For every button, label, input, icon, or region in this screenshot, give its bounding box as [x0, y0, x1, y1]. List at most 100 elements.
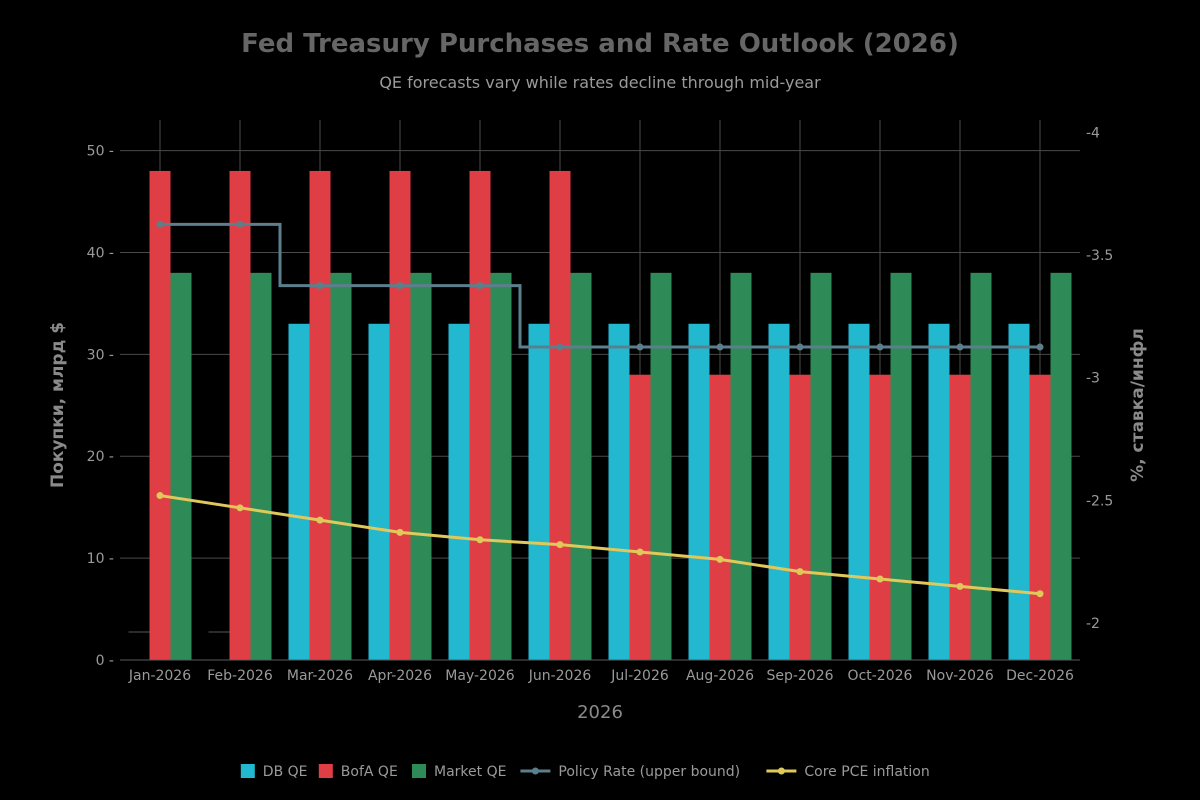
bar-market-qe: [250, 272, 272, 660]
bar-market-qe: [330, 272, 352, 660]
line-core-pce-inflation: [159, 494, 1041, 596]
y-tick-label: 40 -: [87, 245, 114, 261]
legend-swatch-db-qe: [240, 764, 255, 778]
bar-db-qe: [528, 323, 550, 660]
bar-db-qe: [1008, 323, 1030, 660]
point-policy-rate-upper-bound-: [156, 220, 164, 228]
point-core-pce-inflation: [796, 568, 804, 576]
point-policy-rate-upper-bound-: [636, 343, 644, 351]
bar-market-qe: [730, 272, 752, 660]
point-core-pce-inflation: [956, 582, 964, 590]
bar-market-qe: [570, 272, 592, 660]
point-policy-rate-upper-bound-: [716, 343, 724, 351]
legend-label-core-pce-inflation: Core PCE inflation: [804, 764, 929, 780]
point-policy-rate-upper-bound-: [796, 343, 804, 351]
point-policy-rate-upper-bound-: [396, 282, 404, 290]
x-tick-label: Feb-2026: [207, 668, 273, 684]
legend-label-market-qe: Market QE: [434, 764, 506, 780]
y-tick-label: 20 -: [87, 449, 114, 465]
legend-swatch-market-qe: [412, 764, 426, 778]
legend-marker-core-pce-inflation: [777, 767, 785, 775]
x-tick-label: May-2026: [445, 668, 514, 684]
bar-bofa-qe: [549, 170, 571, 660]
point-core-pce-inflation: [716, 555, 724, 563]
point-core-pce-inflation: [1036, 590, 1044, 598]
y2-tick-label: -3: [1086, 371, 1100, 387]
bar-bofa-qe: [709, 374, 731, 660]
x-tick-label: Dec-2026: [1006, 668, 1074, 684]
y-tick-label: 10 -: [87, 551, 114, 567]
legend: DB QE BofA QE Market QE Policy Rate (upper …: [240, 764, 930, 780]
legend-label-policy-rate-upper-bound-: Policy Rate (upper bound): [558, 764, 740, 780]
y2-tick-label: -3.5: [1086, 248, 1113, 264]
legend-swatch-bofa-qe: [318, 764, 333, 778]
bar-db-qe: [928, 323, 950, 660]
bar-market-qe: [1050, 272, 1072, 660]
point-policy-rate-upper-bound-: [556, 343, 564, 351]
chart-title: Fed Treasury Purchases and Rate Outlook …: [241, 29, 959, 59]
y2-tick-label: -2: [1086, 616, 1100, 632]
bar-market-qe: [410, 272, 432, 660]
legend-marker-policy-rate-upper-bound-: [531, 767, 539, 775]
point-core-pce-inflation: [556, 541, 564, 549]
bar-bofa-qe: [869, 374, 891, 660]
point-policy-rate-upper-bound-: [876, 343, 884, 351]
bar-db-qe: [688, 323, 710, 660]
point-core-pce-inflation: [876, 575, 884, 583]
y2-tick-label: -2.5: [1086, 493, 1113, 509]
y-tick-label: 30 -: [87, 347, 114, 363]
bar-market-qe: [490, 272, 512, 660]
chart-subtitle: QE forecasts vary while rates decline th…: [379, 73, 821, 92]
point-core-pce-inflation: [636, 548, 644, 556]
y-tick-label: 50 -: [87, 144, 114, 160]
point-policy-rate-upper-bound-: [316, 282, 324, 290]
bar-market-qe: [810, 272, 832, 660]
bars-layer: [128, 170, 1072, 660]
bar-db-qe: [288, 323, 310, 660]
x-axis-title: 2026: [577, 702, 623, 723]
x-tick-label: Oct-2026: [848, 668, 913, 684]
bar-bofa-qe: [389, 170, 411, 660]
bar-market-qe: [970, 272, 992, 660]
lines-layer: [156, 220, 1044, 598]
x-tick-label: Apr-2026: [368, 668, 432, 684]
x-tick-label: Mar-2026: [287, 668, 353, 684]
bar-db-qe: [768, 323, 790, 660]
x-tick-label: Nov-2026: [926, 668, 994, 684]
bar-bofa-qe: [789, 374, 811, 660]
y2-axis-title: %, ставка/инфл: [1128, 328, 1148, 482]
bar-bofa-qe: [469, 170, 491, 660]
bar-bofa-qe: [149, 170, 171, 660]
bar-bofa-qe: [309, 170, 331, 660]
point-core-pce-inflation: [316, 516, 324, 524]
x-tick-label: Jan-2026: [128, 668, 191, 684]
bar-db-qe: [608, 323, 630, 660]
point-core-pce-inflation: [476, 536, 484, 544]
point-policy-rate-upper-bound-: [476, 282, 484, 290]
y-tick-label: 0 -: [96, 653, 114, 669]
bar-market-qe: [170, 272, 192, 660]
x-tick-label: Sep-2026: [766, 668, 833, 684]
point-policy-rate-upper-bound-: [956, 343, 964, 351]
bar-market-qe: [890, 272, 912, 660]
point-core-pce-inflation: [236, 504, 244, 512]
y2-tick-label: -4: [1086, 125, 1100, 141]
bar-bofa-qe: [229, 170, 251, 660]
bar-db-qe: [368, 323, 390, 660]
point-policy-rate-upper-bound-: [1036, 343, 1044, 351]
legend-label-bofa-qe: BofA QE: [341, 764, 398, 780]
bar-bofa-qe: [949, 374, 971, 660]
bar-db-qe: [448, 323, 470, 660]
axes-layer: 0 - 10 - 20 - 30 - 40 - 50 - -2 -2.5 -3 -3.5 -4 Jan…: [87, 125, 1114, 684]
x-tick-label: Jul-2026: [610, 668, 669, 684]
bar-bofa-qe: [1029, 374, 1051, 660]
x-tick-label: Jun-2026: [528, 668, 592, 684]
legend-label-db-qe: DB QE: [263, 764, 308, 780]
point-core-pce-inflation: [396, 528, 404, 536]
y-axis-title: Покупки, млрд $: [48, 322, 68, 488]
bar-bofa-qe: [629, 374, 651, 660]
bar-market-qe: [650, 272, 672, 660]
point-policy-rate-upper-bound-: [236, 220, 244, 228]
